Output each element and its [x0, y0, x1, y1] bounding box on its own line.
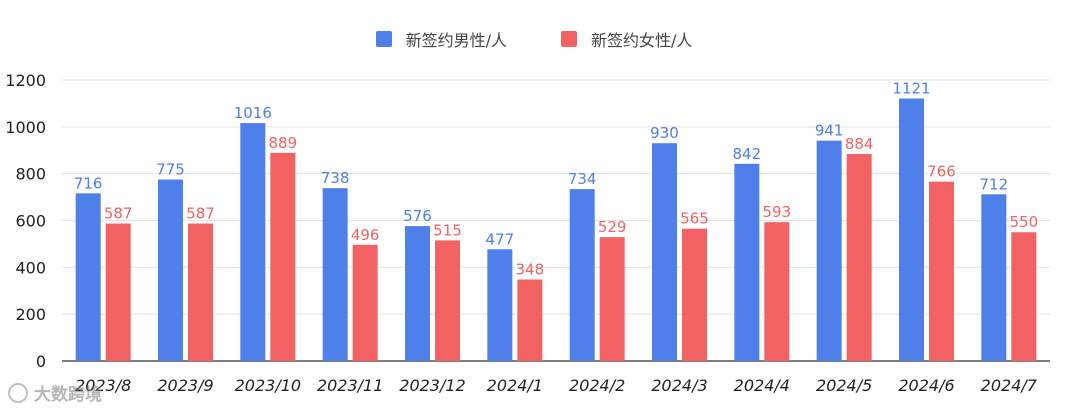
data-label-female: 593: [763, 203, 792, 221]
data-label-female: 587: [186, 205, 215, 223]
bar-female[interactable]: [764, 222, 790, 361]
bar-male[interactable]: [75, 193, 101, 361]
legend-item-female[interactable]: 新签约女性/人: [561, 27, 692, 51]
y-tick-label: 1200: [5, 71, 46, 90]
y-tick-label: 200: [15, 305, 46, 324]
watermark-logo-icon: [8, 382, 28, 403]
bar-female[interactable]: [517, 279, 543, 361]
bar-male[interactable]: [158, 179, 183, 361]
legend: 新签约男性/人 新签约女性/人: [0, 24, 1068, 54]
y-tick-label: 800: [15, 165, 46, 184]
bar-male[interactable]: [569, 189, 595, 361]
x-tick-label: 2024/7: [981, 376, 1038, 395]
bar-male[interactable]: [240, 123, 266, 361]
data-label-male: 738: [321, 169, 350, 187]
data-label-male: 477: [486, 230, 515, 248]
y-tick-label: 1000: [5, 118, 46, 137]
watermark-text: 大数跨境: [34, 385, 102, 405]
bar-male[interactable]: [487, 249, 513, 361]
data-label-female: 565: [680, 210, 709, 228]
bar-female[interactable]: [352, 244, 378, 361]
x-tick-label: 2024/3: [651, 376, 707, 395]
bar-male[interactable]: [981, 194, 1007, 361]
data-label-male: 716: [74, 174, 103, 192]
x-tick-label: 2023/8: [75, 376, 131, 395]
data-label-male: 734: [568, 170, 597, 188]
bar-male[interactable]: [405, 226, 430, 361]
data-label-female: 884: [845, 135, 874, 153]
data-label-female: 496: [351, 226, 380, 244]
bar-female[interactable]: [1011, 232, 1037, 361]
bar-male[interactable]: [734, 163, 760, 361]
data-label-male: 941: [815, 122, 844, 140]
bar-female[interactable]: [270, 152, 296, 361]
data-label-male: 712: [980, 175, 1009, 193]
data-label-male: 930: [650, 124, 679, 142]
data-label-female: 348: [516, 261, 545, 279]
legend-item-male[interactable]: 新签约男性/人: [375, 27, 507, 51]
data-label-female: 515: [433, 221, 462, 239]
x-tick-label: 2024/1: [487, 376, 543, 395]
data-label-male: 576: [403, 207, 432, 225]
data-label-female: 587: [104, 205, 133, 223]
y-tick-label: 600: [15, 212, 46, 231]
bar-female[interactable]: [105, 223, 131, 361]
bar-female[interactable]: [599, 237, 625, 361]
data-label-male: 1016: [234, 104, 272, 122]
x-tick-label: 2024/2: [569, 376, 625, 395]
legend-swatch-male: [375, 31, 392, 47]
data-label-male: 842: [733, 145, 762, 163]
y-tick-label: 0: [36, 352, 46, 371]
bar-female[interactable]: [846, 153, 872, 361]
legend-label-female: 新签约女性/人: [591, 31, 693, 50]
bar-female[interactable]: [929, 181, 954, 361]
watermark: 大数跨境: [8, 380, 102, 405]
bar-female[interactable]: [435, 240, 460, 361]
x-tick-label: 2024/5: [816, 376, 872, 395]
bar-female[interactable]: [682, 228, 707, 361]
x-tick-label: 2023/9: [157, 376, 213, 395]
bar-male[interactable]: [816, 140, 842, 361]
x-tick-label: 2023/12: [399, 376, 465, 395]
legend-label-male: 新签约男性/人: [405, 31, 507, 50]
legend-swatch-female: [561, 31, 577, 47]
data-label-female: 889: [269, 134, 298, 152]
x-tick-label: 2024/6: [898, 376, 954, 395]
y-tick-label: 400: [15, 258, 46, 277]
x-tick-label: 2023/10: [235, 376, 301, 395]
data-label-female: 550: [1010, 213, 1039, 231]
x-tick-label: 2024/4: [734, 376, 790, 395]
bar-male[interactable]: [652, 143, 677, 361]
x-tick-label: 2023/11: [317, 376, 383, 395]
data-label-male: 1121: [892, 79, 930, 97]
data-label-male: 775: [156, 161, 185, 179]
data-label-female: 529: [598, 218, 627, 236]
bar-male[interactable]: [899, 98, 924, 361]
bar-female[interactable]: [188, 223, 213, 361]
bar-male[interactable]: [322, 188, 348, 361]
data-label-female: 766: [927, 163, 956, 181]
